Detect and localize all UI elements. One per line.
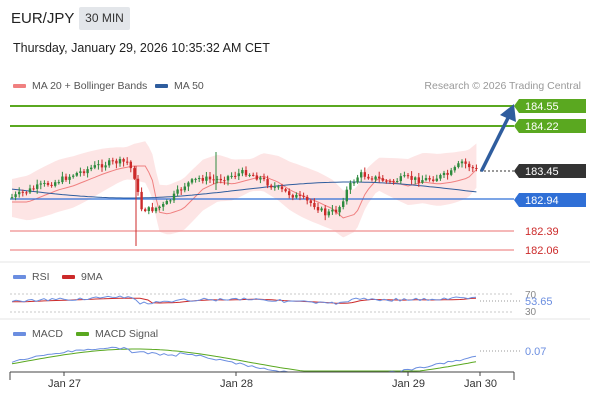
macd-signal-line xyxy=(11,348,477,372)
legend-ma20: MA 20 + Bollinger Bands xyxy=(13,80,147,92)
timestamp: Thursday, January 29, 2026 10:35:32 AM C… xyxy=(13,41,270,55)
pivot-value: 182.94 xyxy=(525,195,559,207)
resistance-1-value: 184.22 xyxy=(525,121,559,133)
timeframe-button[interactable]: 30 MIN xyxy=(79,7,130,30)
ma20-swatch-icon xyxy=(13,84,26,88)
resistance-2-tag: 184.55 xyxy=(514,99,586,113)
x-tick-label: Jan 27 xyxy=(48,378,81,390)
macd-value: 0.07 xyxy=(525,346,546,358)
macd-signal-swatch-icon xyxy=(76,332,89,336)
symbol-title: EUR/JPY xyxy=(11,10,75,27)
macd-signal-label: MACD Signal xyxy=(95,328,159,340)
legend-rsi: RSI xyxy=(13,271,50,283)
ma20-line xyxy=(12,165,477,219)
x-tick-label: Jan 28 xyxy=(220,378,253,390)
macd-swatch-icon xyxy=(13,332,26,336)
resistance-2-value: 184.55 xyxy=(525,101,559,113)
bollinger-band xyxy=(12,141,477,238)
ma20-label: MA 20 + Bollinger Bands xyxy=(32,80,148,92)
x-axis-ticks xyxy=(63,372,481,376)
rsi-ma-label: 9MA xyxy=(81,271,103,283)
legend-macd-signal: MACD Signal xyxy=(76,328,158,340)
ma50-label: MA 50 xyxy=(174,80,204,92)
rsi-swatch-icon xyxy=(13,275,26,279)
pivot-tag: 182.94 xyxy=(514,193,586,207)
rsi-ma-swatch-icon xyxy=(62,275,75,279)
forecast-arrow-icon xyxy=(480,104,516,172)
last-price-tag: 183.45 xyxy=(514,164,586,178)
x-tick-label: Jan 30 xyxy=(464,378,497,390)
resistance-1-tag: 184.22 xyxy=(514,119,586,133)
macd-label: MACD xyxy=(32,328,63,340)
rsi-line xyxy=(11,295,477,305)
rsi-lower-label: 30 xyxy=(525,307,537,318)
rsi-label: RSI xyxy=(32,271,50,283)
research-credit: Research © 2026 Trading Central xyxy=(424,80,581,92)
macd-line xyxy=(11,346,477,373)
legend-macd: MACD xyxy=(13,328,63,340)
support-1-value: 182.39 xyxy=(525,226,559,238)
candlestick-series xyxy=(10,152,478,246)
rsi-ma-line xyxy=(12,297,477,304)
legend-rsi-ma: 9MA xyxy=(62,271,103,283)
x-tick-label: Jan 29 xyxy=(392,378,425,390)
ma50-swatch-icon xyxy=(155,84,168,88)
legend-ma50: MA 50 xyxy=(155,80,204,92)
ma50-line xyxy=(11,181,477,199)
rsi-value: 53.65 xyxy=(525,296,553,308)
last-price-value: 183.45 xyxy=(525,166,559,178)
rsi-upper-label: 70 xyxy=(525,290,537,301)
chart-header: EUR/JPY 30 MIN Thursday, January 29, 202… xyxy=(0,0,590,60)
support-2-value: 182.06 xyxy=(525,245,559,257)
